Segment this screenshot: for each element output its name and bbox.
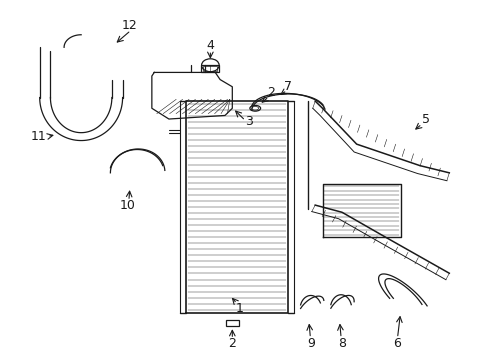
Bar	[225, 320, 238, 326]
Text: 4: 4	[206, 39, 214, 52]
Text: 6: 6	[392, 337, 400, 350]
Text: 1: 1	[235, 302, 243, 315]
Text: 9: 9	[307, 337, 315, 350]
Text: 11: 11	[31, 130, 46, 144]
Text: 12: 12	[122, 19, 138, 32]
Text: 3: 3	[245, 116, 253, 129]
Text: 7: 7	[284, 80, 292, 93]
Bar	[202, 66, 217, 71]
Text: 5: 5	[421, 113, 429, 126]
Text: 10: 10	[119, 199, 135, 212]
Text: 8: 8	[337, 337, 346, 350]
Text: 2: 2	[267, 86, 275, 99]
Text: 2: 2	[228, 337, 236, 350]
